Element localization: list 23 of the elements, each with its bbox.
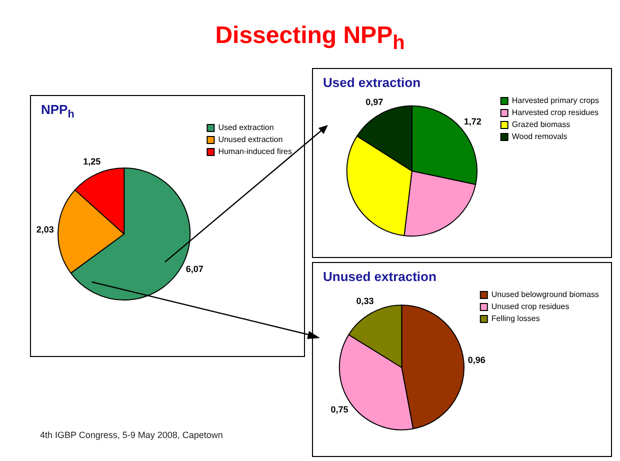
chart-title: Used extraction	[323, 75, 421, 90]
data-label: 2,03	[36, 224, 54, 235]
chart-subtitle: NPP$_{h}$	[41, 102, 74, 121]
data-label: 1,72	[464, 116, 482, 126]
data-label: 0,97	[366, 97, 384, 108]
legend-label: Harvested primary crops	[512, 96, 600, 106]
legend-label: Harvested crop residues	[512, 108, 599, 118]
legend-label: Felling losses	[491, 314, 540, 324]
legend-label: Unused crop residues	[491, 302, 570, 312]
legend-label: Human-induced fires	[218, 147, 292, 156]
legend-label: Used extraction	[218, 123, 274, 132]
data-label: 6,07	[186, 264, 204, 274]
chart-title: Unused extraction	[323, 269, 436, 284]
chart-title: Dissecting NPP$_{h}$	[214, 22, 406, 55]
data-label: 0,33	[356, 296, 374, 306]
legend-label: Unused extraction	[218, 135, 283, 144]
legend-label: Unused belowground biomass	[491, 290, 600, 300]
legend-label: Grazed biomass	[512, 120, 570, 130]
data-label: 0,75	[330, 404, 348, 415]
text: 4th IGBP Congress, 5-9 May 2008, Capetown	[40, 430, 223, 440]
legend-label: Wood removals	[512, 132, 568, 142]
data-label: 1,25	[83, 156, 101, 166]
data-label: 0,96	[468, 355, 486, 366]
